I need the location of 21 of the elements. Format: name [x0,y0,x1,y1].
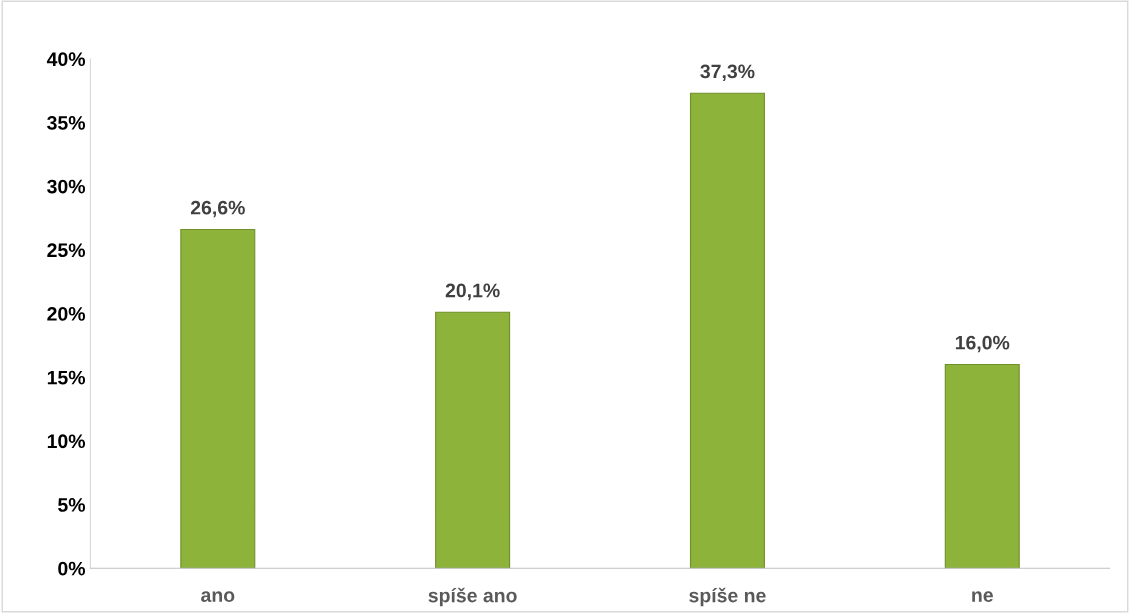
y-tick-label: 30% [47,179,86,194]
bar [689,92,765,569]
y-tick-label: 20% [47,307,86,321]
y-tick-label: 15% [47,370,86,385]
y-tick-label: 25% [47,243,86,258]
data-label: 26,6% [190,200,245,218]
x-tick-label: spíše ne [689,587,766,607]
y-tick-label: 0% [58,561,86,576]
data-label: 37,3% [700,64,755,82]
y-tick-label: 10% [47,434,86,449]
x-tick-label: ano [201,591,235,602]
x-tick-label: spíše ano [428,587,517,607]
data-label: 16,0% [955,335,1010,353]
x-tick-label: ne [972,591,993,602]
y-tick-label: 35% [47,115,86,130]
bar [180,228,256,569]
bar [944,363,1020,569]
data-label: 20,1% [445,283,500,301]
y-tick-label: 5% [58,498,86,512]
y-tick-label: 40% [46,52,86,67]
bar [435,311,511,569]
